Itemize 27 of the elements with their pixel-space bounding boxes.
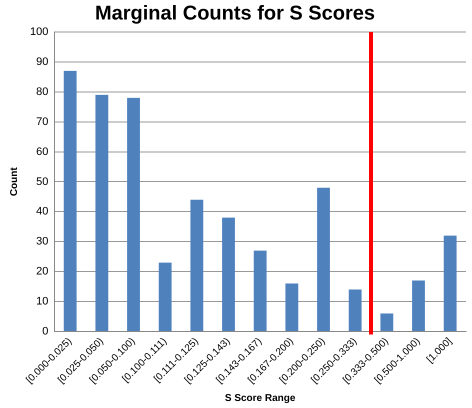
bar xyxy=(348,290,362,331)
x-axis-title: S Score Range xyxy=(224,392,296,404)
bar xyxy=(444,236,457,331)
bar xyxy=(285,284,298,331)
y-tick-label: 90 xyxy=(36,56,48,68)
y-tick-label: 30 xyxy=(36,236,48,248)
bar xyxy=(254,250,267,331)
y-axis-title: Count xyxy=(8,166,20,196)
y-tick-label: 20 xyxy=(36,266,48,278)
y-tick-label: 40 xyxy=(36,206,48,218)
bar xyxy=(64,70,77,331)
bar xyxy=(317,188,330,331)
y-tick-label: 70 xyxy=(36,116,48,128)
chart-title: Marginal Counts for S Scores xyxy=(94,2,376,25)
y-tick-label: 0 xyxy=(42,325,48,338)
bar xyxy=(412,280,425,331)
bar xyxy=(190,200,204,331)
bar xyxy=(222,218,235,331)
y-tick-label: 100 xyxy=(30,26,48,38)
bar xyxy=(158,262,172,331)
y-tick-label: 60 xyxy=(36,146,48,158)
bar xyxy=(380,313,394,331)
y-tick-label: 80 xyxy=(36,86,48,98)
y-tick-label: 10 xyxy=(36,296,48,308)
y-tick-label: 50 xyxy=(36,176,48,188)
bar xyxy=(95,94,108,331)
bar xyxy=(127,98,140,331)
